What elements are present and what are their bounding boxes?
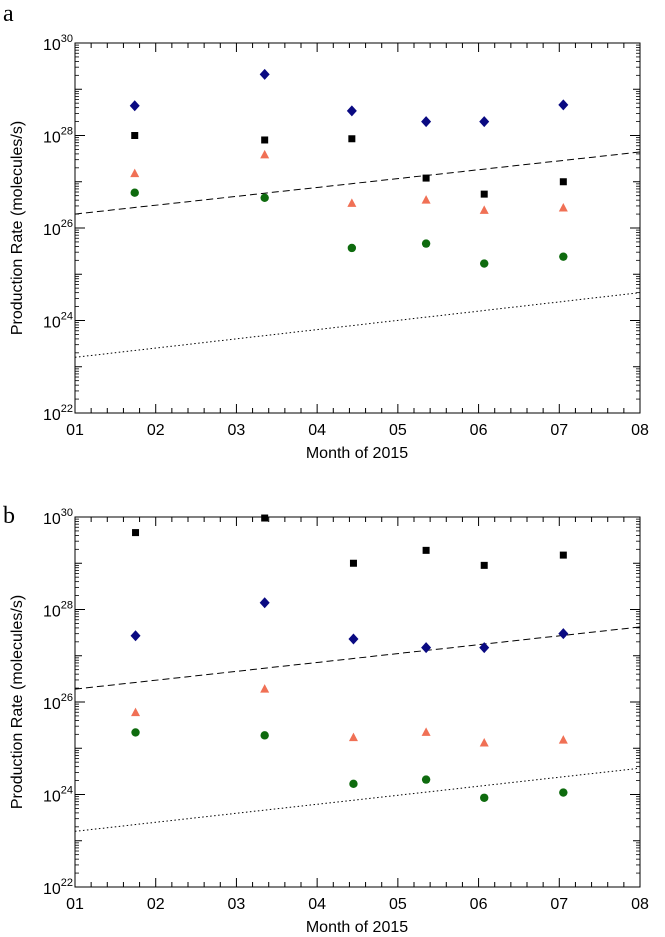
circle-point [559, 252, 568, 261]
square-point [422, 546, 430, 554]
square-point [348, 135, 356, 143]
x-tick-label: 07 [550, 422, 568, 439]
x-tick-label: 01 [66, 422, 84, 439]
x-tick-label: 04 [308, 896, 326, 913]
circle-point [260, 731, 269, 740]
triangle-point [421, 195, 431, 204]
panel-a-data-points [129, 68, 569, 268]
panel-a-model-curves [74, 151, 641, 358]
y-tick-label: 1028 [43, 126, 73, 147]
circle-point [349, 779, 358, 789]
diamond-point [558, 99, 569, 111]
dotted-model-curve [74, 767, 641, 832]
square-point [132, 529, 140, 537]
panel-a-x-tick-labels: 01 02 03 04 05 06 07 08 [66, 422, 649, 439]
y-tick-label: 1026 [43, 692, 73, 713]
square-point [131, 132, 139, 139]
x-tick-label: 06 [470, 896, 488, 913]
y-tick-label: 1022 [43, 403, 73, 424]
panel-a-y-axis-title: Production Rate (molecules/s) [9, 121, 26, 335]
x-tick-label: 07 [550, 896, 568, 913]
dashed-model-curve [74, 626, 641, 690]
triangle-point [479, 205, 489, 214]
panel-b: b 01 02 03 04 05 06 07 08 10221024102610281030 … [3, 503, 649, 936]
panel-a-x-axis-title: Month of 2015 [306, 445, 408, 462]
triangle-point [131, 707, 141, 717]
diamond-point [421, 116, 432, 128]
x-tick-label: 05 [389, 422, 407, 439]
triangle-point [347, 198, 357, 207]
circle-point [347, 243, 357, 253]
y-tick-label: 1024 [43, 785, 73, 806]
square-point [480, 190, 488, 198]
diamond-point [346, 105, 357, 117]
y-tick-label: 1026 [43, 218, 73, 239]
y-tick-label: 1024 [43, 311, 73, 332]
x-tick-label: 02 [147, 896, 165, 913]
square-point [261, 136, 269, 144]
diamond-point [558, 628, 569, 640]
triangle-point [348, 732, 358, 742]
diamond-point [479, 116, 490, 128]
panel-b-letter: b [3, 503, 15, 529]
circle-point [559, 788, 568, 797]
panel-b-x-axis-title: Month of 2015 [306, 919, 408, 936]
panel-a-ticks [74, 42, 641, 414]
triangle-point [260, 684, 270, 693]
square-point [559, 178, 567, 186]
panel-b-model-curves [74, 626, 641, 832]
square-point [261, 514, 269, 522]
y-tick-label: 1030 [43, 507, 73, 528]
x-tick-label: 02 [147, 422, 165, 439]
panel-b-data-points [130, 514, 569, 802]
x-tick-label: 05 [389, 896, 407, 913]
square-point [349, 559, 357, 567]
triangle-point [421, 727, 431, 736]
panel-b-x-tick-labels: 01 02 03 04 05 06 07 08 [66, 896, 649, 913]
triangle-point [558, 735, 568, 744]
panel-a: a 01 02 03 04 05 06 07 08 10221024102610281030 … [3, 1, 649, 462]
square-point [422, 174, 430, 182]
x-tick-label: 08 [631, 896, 649, 913]
x-tick-label: 04 [308, 422, 326, 439]
square-point [480, 561, 488, 569]
panel-a-plot-frame [74, 42, 641, 414]
x-tick-label: 08 [631, 422, 649, 439]
x-tick-label: 01 [66, 896, 84, 913]
x-tick-label: 06 [470, 422, 488, 439]
triangle-point [479, 737, 489, 747]
panel-b-ticks [74, 516, 641, 888]
triangle-point [130, 168, 140, 178]
diamond-point [479, 642, 490, 654]
diamond-point [259, 68, 270, 80]
y-tick-label: 1028 [43, 600, 73, 621]
y-tick-label: 1022 [43, 877, 73, 898]
circle-point [260, 193, 269, 202]
x-tick-label: 03 [228, 422, 246, 439]
circle-point [480, 259, 489, 268]
triangle-point [558, 203, 568, 212]
dashed-model-curve [74, 151, 641, 215]
y-tick-label: 1030 [43, 33, 73, 54]
circle-point [421, 775, 431, 784]
panel-b-plot-frame [74, 516, 641, 888]
panel-a-y-tick-labels: 1022 1024 1026 1028 1030 [43, 33, 73, 424]
diamond-point [348, 633, 359, 645]
diamond-point [259, 597, 270, 609]
panel-a-letter: a [3, 1, 14, 27]
dotted-model-curve [74, 292, 641, 358]
circle-point [480, 793, 489, 802]
square-point [559, 551, 567, 559]
diamond-point [130, 630, 141, 642]
circle-point [130, 188, 139, 197]
panel-b-y-axis-title: Production Rate (molecules/s) [9, 595, 26, 809]
circle-point [131, 728, 140, 737]
panel-b-y-tick-labels: 1022 1024 1026 1028 1030 [43, 507, 73, 898]
diamond-point [129, 100, 140, 112]
triangle-point [260, 149, 270, 159]
circle-point [421, 239, 431, 248]
diamond-point [421, 642, 432, 654]
x-tick-label: 03 [228, 896, 246, 913]
